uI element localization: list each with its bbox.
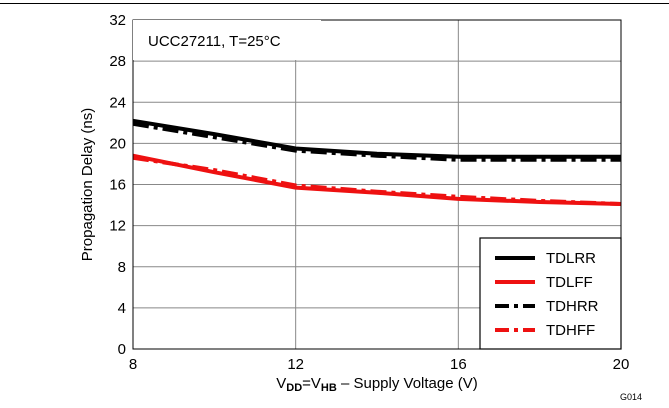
- y-tick-label-20: 20: [109, 135, 126, 152]
- x-tick-label-12: 12: [287, 356, 304, 373]
- annotation-box: [133, 20, 321, 60]
- y-tick-label-0: 0: [118, 341, 126, 358]
- plot-frame: [132, 19, 622, 350]
- series-line-tdlrr: [132, 118, 621, 159]
- x-axis-label: VDD=VHB – Supply Voltage (V): [276, 375, 478, 394]
- y-tick-label-8: 8: [118, 259, 126, 276]
- y-tick-label-28: 28: [109, 53, 126, 70]
- top-rule: [0, 3, 669, 4]
- figure-code: G014: [620, 392, 643, 402]
- x-tick-label-8: 8: [129, 356, 137, 373]
- x-tick-label-16: 16: [450, 356, 467, 373]
- y-axis-label: Propagation Delay (ns): [79, 108, 96, 261]
- series-line-tdlff: [132, 153, 622, 206]
- y-tick-label-4: 4: [118, 300, 126, 317]
- series-line-tdhrr: [132, 121, 621, 162]
- y-tick-label-24: 24: [109, 94, 126, 111]
- legend-label-tdlff: TDLFF: [546, 274, 593, 291]
- annotation-text: UCC27211, T=25°C: [148, 33, 281, 50]
- series-line-tdhff: [132, 155, 622, 206]
- legend-label-tdlrr: TDLRR: [546, 250, 596, 267]
- x-tick-label-20: 20: [613, 356, 630, 373]
- y-tick-label-32: 32: [109, 12, 126, 29]
- legend-label-tdhff: TDHFF: [546, 322, 595, 339]
- y-tick-label-16: 16: [109, 177, 126, 194]
- legend-label-tdhrr: TDHRR: [546, 298, 599, 315]
- y-tick-label-12: 12: [109, 218, 126, 235]
